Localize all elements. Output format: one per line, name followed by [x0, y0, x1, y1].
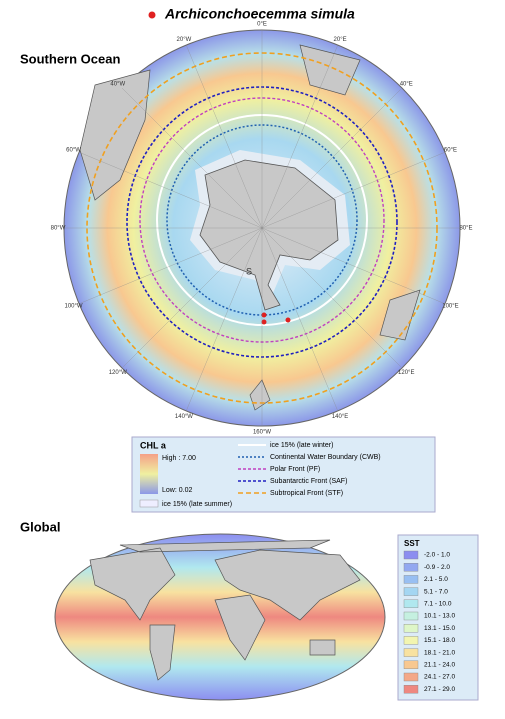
meridian	[261, 152, 445, 229]
sst-label: 13.1 - 15.0	[424, 625, 455, 632]
legend-chl-title: CHL a	[140, 440, 167, 450]
longitude-label: 160°W	[253, 430, 271, 436]
meridian	[79, 152, 263, 229]
meridian	[79, 227, 263, 304]
longitude-label: 140°W	[175, 414, 193, 420]
title: Archiconchoecemma simula	[164, 6, 355, 22]
sst-swatch	[403, 636, 419, 645]
ice-summer-swatch	[139, 499, 159, 508]
occurrence	[285, 317, 291, 323]
sst-title: SST	[404, 539, 420, 548]
occurrence	[261, 319, 267, 325]
sst-label: 27.1 - 29.0	[424, 686, 455, 693]
longitude-label: 0°E	[257, 22, 267, 28]
longitude-label: 60°E	[444, 148, 457, 154]
global-heading: Global	[20, 519, 60, 534]
sst-label: 24.1 - 27.0	[424, 674, 455, 681]
sst-swatch	[403, 563, 419, 572]
meridian	[186, 227, 263, 411]
sst-swatch	[403, 672, 419, 682]
legend-chl-low: Low: 0.02	[162, 487, 192, 494]
polar-map: S 0°E 20°E 40°E 60°E 80°E 100°E 120°E 140°E 160°…	[51, 22, 473, 436]
legend-saf: Subantarctic Front (SAF)	[270, 478, 347, 485]
sst-swatch	[403, 599, 419, 608]
sst-label: 7.1 - 10.0	[424, 601, 452, 608]
sst-swatch	[403, 660, 419, 669]
sst-swatch	[403, 587, 419, 596]
sst-legend: SST -2.0 - 1.0 -0.9 - 2.0 2.1 - 5.0 5.1 - 7…	[397, 534, 479, 701]
longitude-label: 20°E	[334, 37, 347, 43]
sst-swatch	[403, 550, 419, 560]
meridian	[186, 45, 263, 229]
meridian	[261, 87, 403, 229]
sst-label: 5.1 - 7.0	[424, 588, 448, 595]
title-dot	[148, 11, 156, 19]
longitude-label: 40°W	[110, 81, 125, 87]
longitude-label: 20°W	[177, 37, 192, 43]
meridian	[121, 227, 263, 369]
longitude-label: 140°E	[332, 414, 348, 420]
longitude-label: 100°E	[442, 304, 458, 310]
meridian	[261, 227, 338, 411]
sst-label: -0.9 - 2.0	[424, 564, 450, 571]
legend-ice-summer: ice 15% (late summer)	[162, 501, 232, 508]
sst-label: 15.1 - 18.0	[424, 637, 455, 644]
continents	[89, 539, 361, 681]
longitude-label: 100°W	[64, 304, 82, 310]
legend-ice-winter: ice 15% (late winter)	[270, 442, 333, 449]
sst-label: 18.1 - 21.0	[424, 649, 455, 656]
land	[79, 44, 421, 411]
longitude-label: 40°E	[400, 81, 413, 87]
chl-scale	[140, 454, 158, 494]
meridian	[261, 227, 403, 369]
longitude-label: 80°W	[51, 226, 66, 232]
legend-cwb: Continental Water Boundary (CWB)	[270, 454, 381, 461]
sst-label: 21.1 - 24.0	[424, 662, 455, 669]
legend-pf: Polar Front (PF)	[270, 466, 320, 473]
meridian	[261, 45, 338, 229]
global-map	[54, 533, 386, 701]
longitude-label: 60°W	[66, 148, 81, 154]
legend-stf: Subtropical Front (STF)	[270, 490, 343, 497]
longitude-label: 120°W	[109, 370, 127, 376]
longitude-label: 120°E	[398, 370, 414, 376]
sst-label: 2.1 - 5.0	[424, 576, 448, 583]
sst-swatch	[403, 648, 419, 657]
southern-ocean-heading: Southern Ocean	[20, 51, 120, 66]
sst-swatch	[403, 575, 419, 584]
legend-chl-high: High : 7.00	[162, 455, 196, 462]
sst-swatch	[403, 624, 419, 633]
sst-swatch	[403, 611, 419, 621]
sst-label: -2.0 - 1.0	[424, 552, 450, 559]
legend-box	[131, 436, 436, 513]
site-label: S	[246, 266, 252, 276]
occurrence	[261, 312, 267, 318]
sst-label: 10.1 - 13.0	[424, 613, 455, 620]
longitude-label: 80°E	[459, 226, 472, 232]
sst-swatch	[403, 685, 419, 694]
meridian	[121, 87, 263, 229]
meridian	[261, 227, 445, 304]
legend: CHL a High : 7.00 Low: 0.02 ice 15% (lat…	[131, 436, 436, 513]
